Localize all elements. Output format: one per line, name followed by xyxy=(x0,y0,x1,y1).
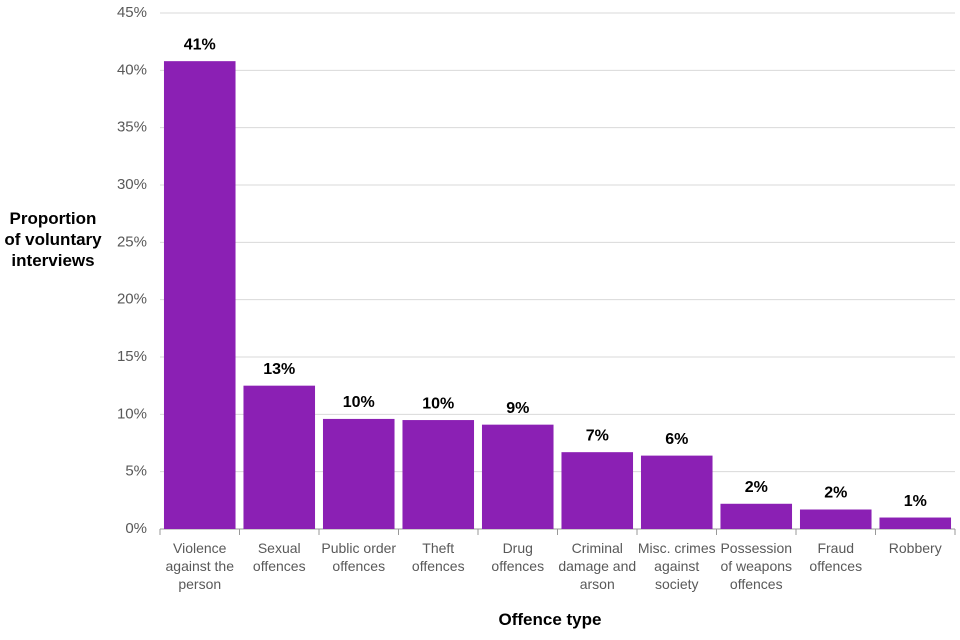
bar xyxy=(481,424,554,529)
x-tick-label: Violence against the person xyxy=(165,540,235,592)
value-label: 10% xyxy=(343,394,375,411)
value-label: 1% xyxy=(904,493,927,510)
x-axis-label: Offence type xyxy=(498,610,602,629)
value-label: 2% xyxy=(745,479,768,496)
bar xyxy=(640,455,713,529)
value-label: 6% xyxy=(665,431,688,448)
x-tick-label: Public order offences xyxy=(321,540,397,574)
value-label: 9% xyxy=(506,400,529,417)
y-tick-label: 40% xyxy=(117,61,147,78)
value-label: 10% xyxy=(422,395,454,412)
y-tick-label: 0% xyxy=(125,520,147,537)
x-tick-label: Criminal damage and arson xyxy=(558,540,637,592)
bar xyxy=(720,503,793,529)
y-tick-label: 5% xyxy=(125,463,147,480)
bar xyxy=(402,420,475,529)
y-tick-label: 10% xyxy=(117,405,147,422)
y-axis-label: Proportion of voluntary interviews xyxy=(4,209,102,270)
y-tick-label: 15% xyxy=(117,348,147,365)
x-tick-label: Robbery xyxy=(888,540,942,556)
value-label: 41% xyxy=(184,36,216,53)
x-tick-label: Sexual offences xyxy=(252,540,306,574)
x-tick-label: Possession of weapons offences xyxy=(720,540,793,592)
bar xyxy=(243,385,316,529)
y-tick-label: 35% xyxy=(117,119,147,136)
y-tick-label: 20% xyxy=(117,291,147,308)
y-tick-label: 30% xyxy=(117,176,147,193)
bar xyxy=(799,509,872,529)
x-tick-label: Theft offences xyxy=(411,540,465,574)
y-tick-label: 45% xyxy=(117,4,147,21)
y-tick-label: 25% xyxy=(117,233,147,250)
value-label: 13% xyxy=(263,361,295,378)
bar xyxy=(561,452,634,529)
x-tick-label: Misc. crimes against society xyxy=(637,540,716,592)
value-label: 2% xyxy=(824,485,847,502)
bar xyxy=(322,418,395,529)
bar xyxy=(879,517,952,529)
x-tick-label: Fraud offences xyxy=(809,540,863,574)
bar xyxy=(163,61,236,529)
value-label: 7% xyxy=(586,427,609,444)
x-tick-label: Drug offences xyxy=(491,540,545,574)
